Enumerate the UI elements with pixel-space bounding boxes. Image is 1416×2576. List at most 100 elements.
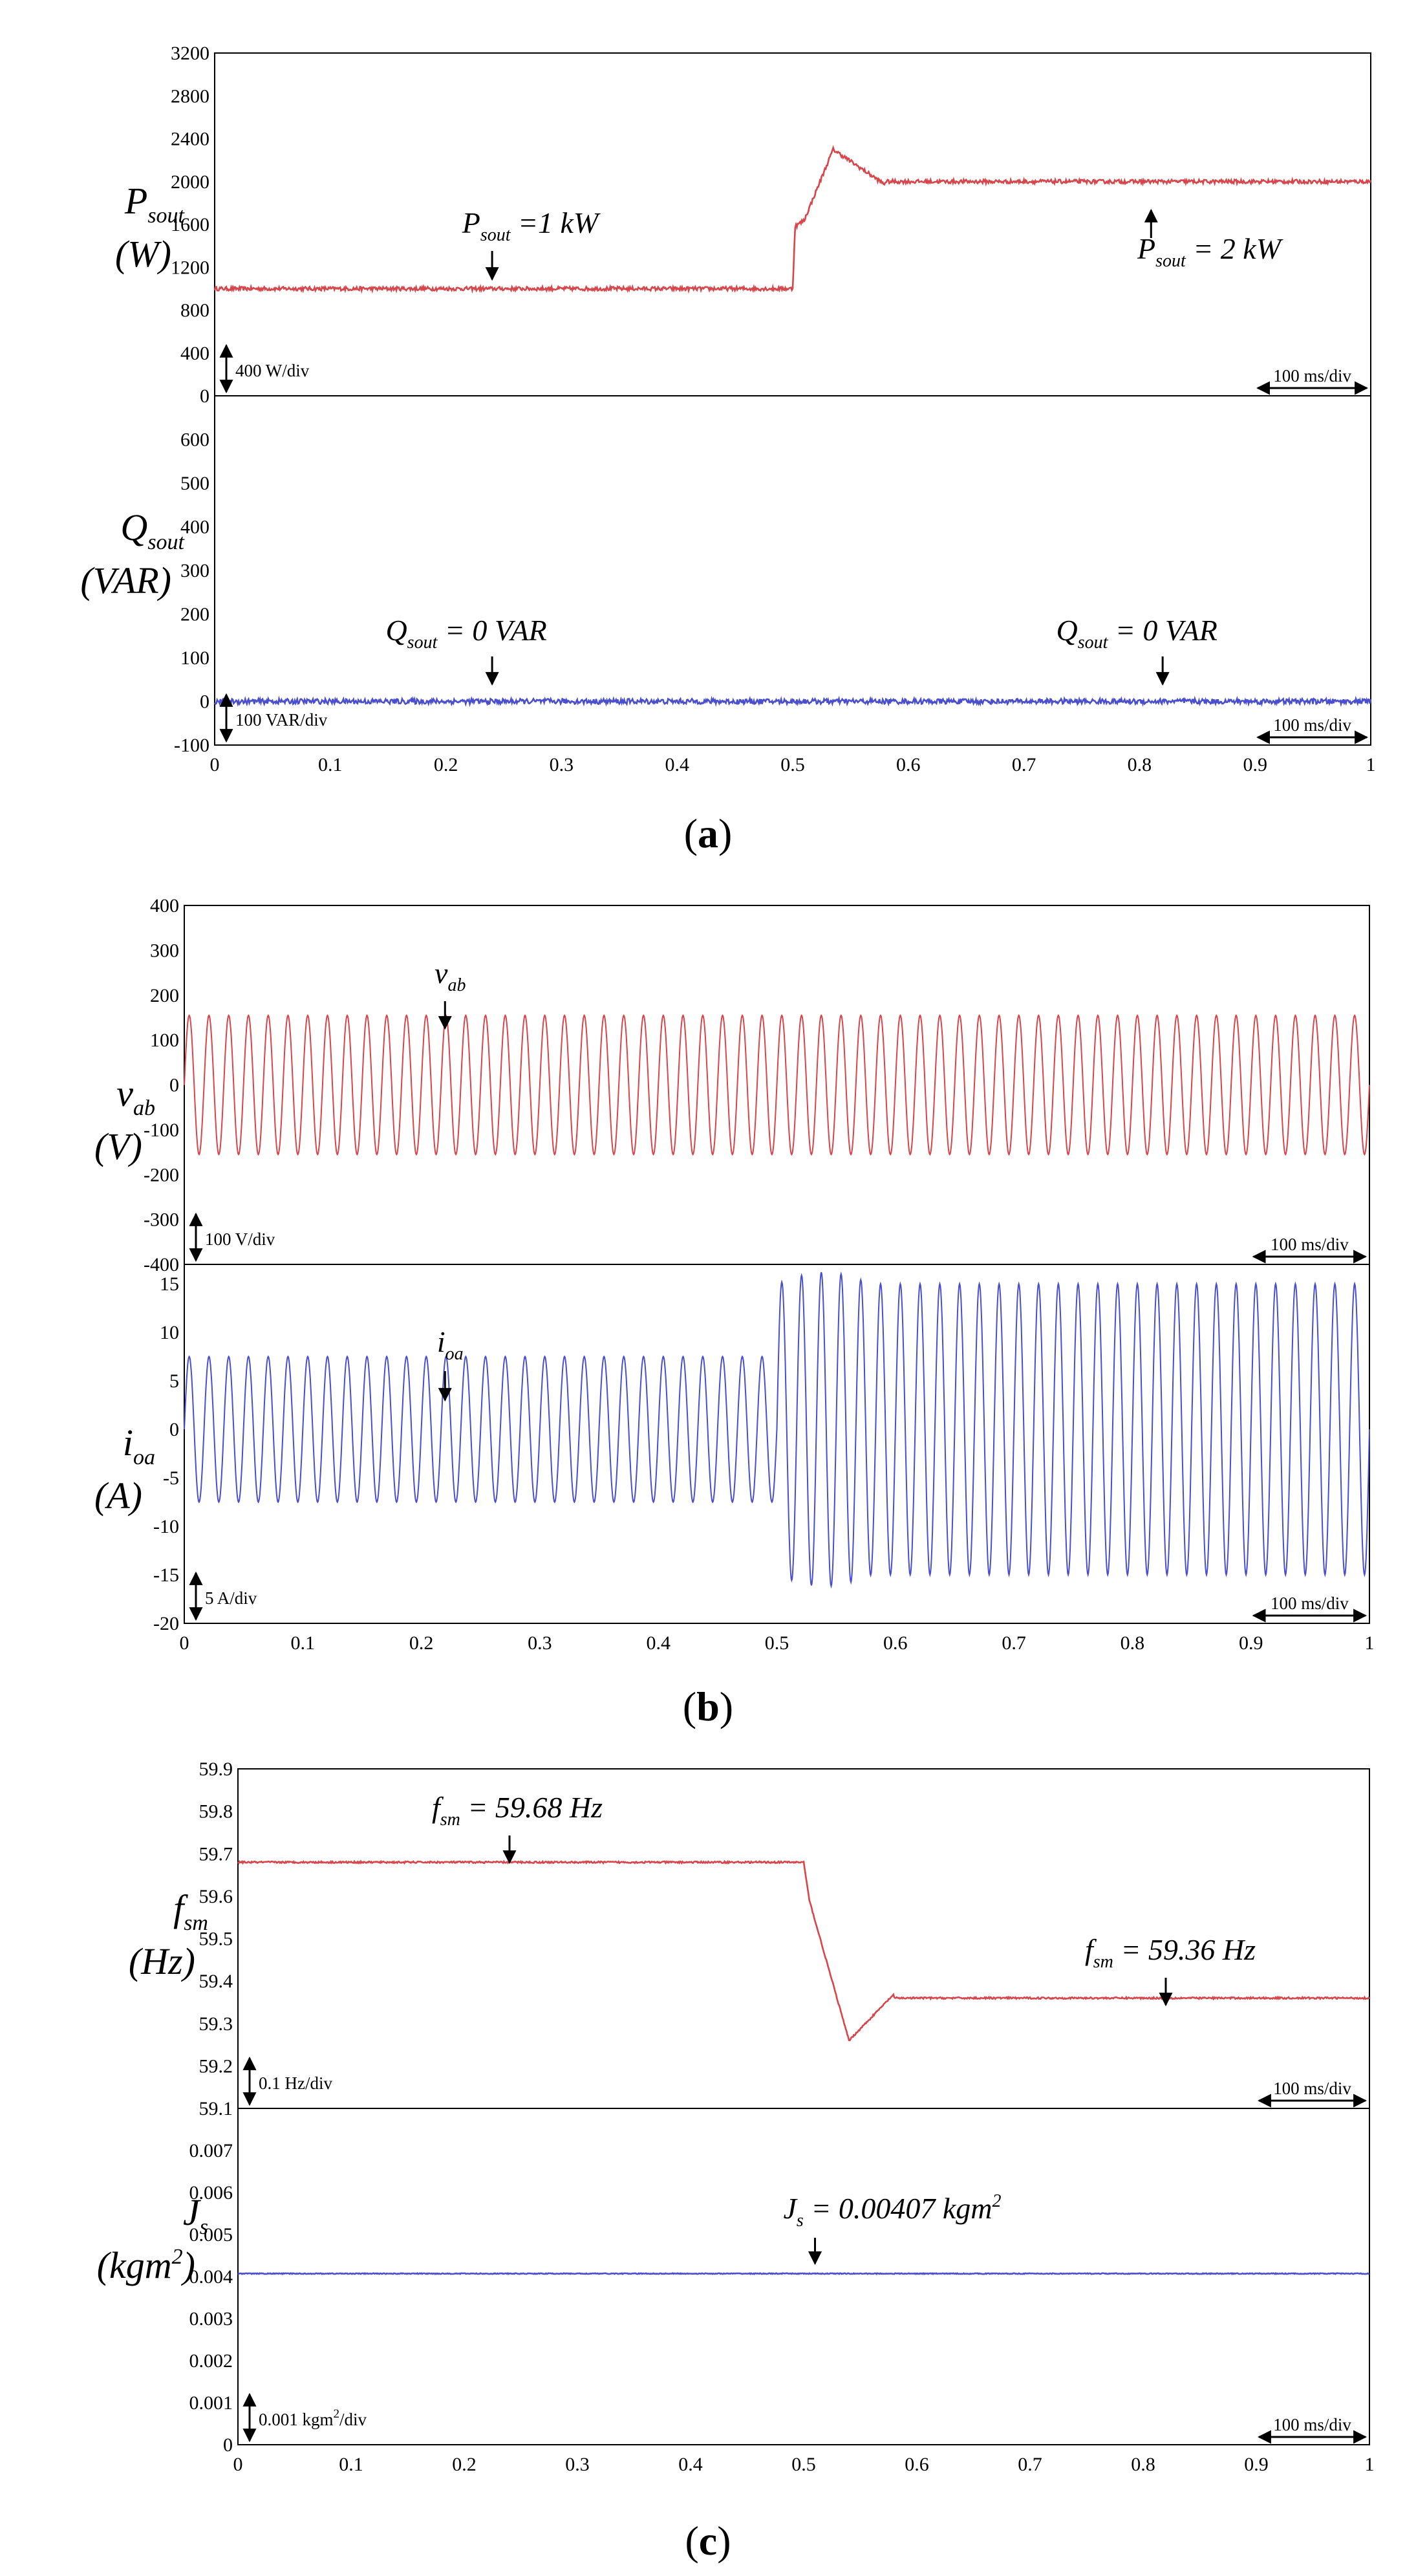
vertical-scale-label: 0.1 Hz/div — [259, 2073, 332, 2093]
x-tick-label: 0.7 — [1012, 754, 1036, 775]
y-tick-label: -300 — [144, 1209, 179, 1231]
x-tick-label: 0.7 — [1018, 2454, 1042, 2475]
x-tick-label: 0.1 — [339, 2454, 363, 2475]
series-line — [213, 695, 1372, 708]
x-tick-label: 0.9 — [1243, 754, 1267, 775]
y-tick-label: 0.007 — [189, 2140, 233, 2161]
y-tick-label: 59.2 — [199, 2055, 233, 2077]
y-axis-label: Qsout — [120, 506, 185, 554]
y-tick-label: 2400 — [171, 129, 209, 150]
horizontal-scale-label: 100 ms/div — [1273, 2415, 1351, 2434]
plot-frame — [237, 2108, 1370, 2445]
y-tick-label: 0.003 — [189, 2308, 233, 2330]
y-axis-unit: (Hz) — [129, 1940, 195, 1982]
y-axis-unit: (V) — [94, 1125, 142, 1167]
x-tick-label: 0.6 — [905, 2454, 929, 2475]
x-tick-label: 0.2 — [452, 2454, 477, 2475]
y-tick-label: -200 — [144, 1164, 179, 1185]
y-tick-label: 0 — [200, 385, 209, 407]
y-tick-label: 59.9 — [199, 1759, 233, 1780]
vertical-scale-label: 400 W/div — [235, 361, 310, 380]
x-tick-label: 0 — [210, 754, 220, 775]
y-tick-label: 400 — [150, 895, 179, 916]
y-tick-label: -20 — [153, 1613, 179, 1634]
y-tick-label: 1600 — [171, 214, 209, 235]
annotation-label: ioa — [437, 1325, 464, 1364]
y-tick-label: 400 — [180, 517, 209, 538]
x-tick-label: 0.4 — [678, 2454, 703, 2475]
y-tick-label: 0 — [200, 691, 209, 713]
x-tick-label: 0.1 — [318, 754, 343, 775]
y-tick-label: -5 — [163, 1467, 179, 1489]
x-tick-label: 0.7 — [1002, 1632, 1026, 1654]
y-axis-unit: (VAR) — [80, 559, 171, 601]
x-tick-label: 0.9 — [1239, 1632, 1263, 1654]
y-tick-label: 400 — [180, 343, 209, 364]
x-tick-label: 0.2 — [409, 1632, 434, 1654]
y-tick-label: 300 — [150, 940, 179, 961]
x-tick-label: 0.4 — [665, 754, 689, 775]
y-tick-label: 100 — [180, 647, 209, 669]
caption-b: (b) — [683, 1683, 733, 1729]
y-tick-label: 0 — [169, 1419, 179, 1440]
annotation-label: vab — [434, 957, 466, 995]
y-tick-label: 59.3 — [199, 2013, 233, 2035]
annotation-label: Qsout = 0 VAR — [1056, 614, 1217, 653]
series-line — [237, 2271, 1370, 2275]
annotation-label: fsm = 59.36 Hz — [1085, 1933, 1256, 1972]
x-tick-label: 1 — [1366, 754, 1376, 775]
y-axis-label: Psout — [124, 180, 186, 228]
x-tick-label: 0.5 — [791, 2454, 816, 2475]
x-tick-label: 0 — [233, 2454, 243, 2475]
y-tick-label: 3200 — [171, 43, 209, 64]
annotation-label: Js = 0.00407 kgm2 — [783, 2191, 1001, 2231]
y-tick-label: 59.5 — [199, 1929, 233, 1950]
y-tick-label: 10 — [160, 1322, 179, 1343]
y-tick-label: 300 — [180, 560, 209, 581]
y-tick-label: 0 — [223, 2434, 233, 2456]
y-tick-label: 100 — [150, 1030, 179, 1051]
x-tick-label: 0.8 — [1121, 1632, 1145, 1654]
plot-frame — [214, 395, 1371, 746]
y-axis-unit: (W) — [115, 233, 171, 275]
x-tick-label: 0.3 — [550, 754, 574, 775]
x-tick-label: 0.3 — [565, 2454, 590, 2475]
series-line — [184, 1271, 1370, 1589]
series-line — [237, 1859, 1371, 2042]
y-axis-unit: (A) — [94, 1475, 142, 1517]
chart-panel-c-6: 0 0.001 0.002 0.003 0.004 0.005 0.006 0.007 0 0.1… — [97, 2108, 1375, 2475]
vertical-scale-label: 100 V/div — [205, 1229, 275, 1249]
y-tick-label: 200 — [180, 604, 209, 625]
y-tick-label: 5 — [169, 1370, 179, 1392]
y-tick-label: 59.7 — [199, 1843, 233, 1865]
y-tick-label: 0.002 — [189, 2350, 233, 2372]
y-tick-label: 200 — [150, 985, 179, 1006]
annotation-label: Psout =1 kW — [462, 206, 601, 245]
annotation-label: Psout = 2 kW — [1137, 232, 1283, 271]
series-line — [213, 145, 1372, 294]
x-tick-label: 0.3 — [528, 1632, 552, 1654]
y-tick-label: 59.1 — [199, 2098, 233, 2119]
y-tick-label: 600 — [180, 429, 209, 451]
chart-panel-b-3: -400 -300 -200 -100 0 100 200 300 400 vab (V) vab 10… — [94, 895, 1370, 1275]
y-tick-label: -10 — [153, 1516, 179, 1537]
x-tick-label: 0.4 — [646, 1632, 670, 1654]
y-tick-label: 2800 — [171, 85, 209, 107]
vertical-scale-label: 0.001 kgm2/div — [259, 2407, 367, 2429]
x-tick-label: 0.1 — [291, 1632, 316, 1654]
y-tick-label: 1200 — [171, 257, 209, 278]
y-tick-label: 0.001 — [189, 2392, 233, 2414]
caption-a: (a) — [684, 810, 733, 856]
y-tick-label: -100 — [174, 735, 209, 756]
horizontal-scale-label: 100 ms/div — [1271, 1594, 1349, 1613]
y-tick-label: 59.8 — [199, 1801, 233, 1823]
y-axis-label: ioa — [123, 1422, 155, 1469]
y-tick-label: 59.4 — [199, 1971, 233, 1992]
y-tick-label: -15 — [153, 1564, 179, 1586]
y-tick-label: 0.005 — [189, 2224, 233, 2246]
plot-frame — [214, 52, 1371, 396]
y-tick-label: 2000 — [171, 171, 209, 193]
chart-panel-c-5: 59.159.259.359.459.559.659.759.859.9fsm(… — [129, 1759, 1371, 2119]
